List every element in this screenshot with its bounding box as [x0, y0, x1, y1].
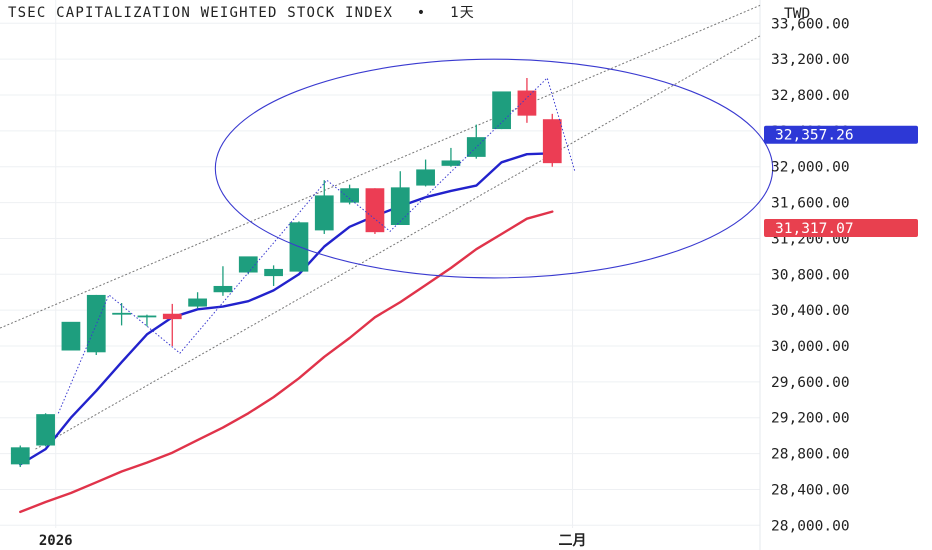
x-tick-label: 二月 [559, 533, 587, 549]
candle-body [10, 447, 30, 465]
y-tick-label: 28,400.00 [771, 482, 850, 498]
candle-body [492, 91, 511, 130]
candle-body [61, 321, 81, 351]
svg-text:TSEC CAPITALIZATION WEIGHTED S: TSEC CAPITALIZATION WEIGHTED STOCK INDEX… [8, 5, 475, 21]
candle [61, 321, 81, 351]
trend-line [0, 4, 761, 329]
y-tick-label: 29,200.00 [771, 411, 850, 427]
candle-body [416, 169, 435, 186]
price-badge: 32,357.26 [764, 125, 918, 144]
moving-average-line [19, 210, 554, 514]
candle-body [517, 90, 537, 116]
candle [238, 256, 258, 275]
y-tick-label: 33,600.00 [771, 16, 850, 32]
badge-label: 31,317.07 [775, 221, 854, 237]
y-tick-label: 32,800.00 [771, 88, 850, 104]
candle-body [213, 285, 233, 293]
candle-body [238, 256, 258, 273]
candle-body [188, 298, 207, 307]
candle-body [36, 414, 55, 446]
candle [112, 302, 131, 326]
candle-body [137, 315, 157, 318]
candle [390, 171, 410, 226]
candle [542, 113, 562, 167]
candle [188, 292, 207, 309]
chart-title: TSEC CAPITALIZATION WEIGHTED STOCK INDEX [8, 5, 393, 21]
y-tick-label: 32,000.00 [771, 160, 850, 176]
candle [365, 188, 385, 234]
x-tick-label: 2026 [39, 533, 73, 549]
candle [441, 147, 461, 167]
candle-body [441, 160, 461, 166]
y-axis: 33,600.0033,200.0032,800.0032,400.0032,0… [771, 16, 850, 534]
candle-body [86, 294, 106, 353]
moving-average-line [19, 152, 554, 466]
candle-body [112, 312, 131, 315]
candle-body [466, 137, 486, 157]
badge-label: 32,357.26 [775, 128, 854, 144]
title-dot: • [417, 5, 427, 21]
candle-body [365, 188, 385, 233]
candle [314, 180, 334, 234]
candle [162, 303, 182, 347]
highlight-ellipse [214, 58, 774, 279]
candles [10, 77, 562, 468]
candle [264, 265, 283, 286]
badge-background [764, 125, 918, 144]
candle [137, 314, 157, 327]
candle [10, 445, 30, 468]
x-axis: 2026 二月 [39, 533, 587, 549]
y-tick-label: 30,400.00 [771, 303, 850, 319]
interval-label[interactable]: 1天 [450, 5, 475, 21]
candle [416, 159, 435, 187]
candle-body [314, 195, 334, 231]
y-tick-label: 28,000.00 [771, 518, 850, 534]
candle-body [162, 313, 182, 320]
y-tick-label: 28,800.00 [771, 447, 850, 463]
candle-body [542, 119, 562, 164]
moving-averages [19, 152, 554, 514]
candle-body [264, 268, 283, 277]
candle [340, 184, 359, 205]
grid-lines [0, 0, 761, 550]
candle [517, 77, 537, 123]
y-tick-label: 30,800.00 [771, 267, 850, 283]
candle [492, 91, 511, 130]
drawing-overlay [57, 58, 774, 414]
y-tick-label: 31,600.00 [771, 196, 850, 212]
trend-line [35, 35, 761, 450]
y-tick-label: 30,000.00 [771, 339, 850, 355]
candle [466, 124, 486, 159]
y-tick-label: 33,200.00 [771, 52, 850, 68]
candle [36, 413, 55, 447]
candle-body [390, 187, 410, 226]
candle [213, 266, 233, 296]
badge-background [764, 218, 918, 237]
price-badges: 32,357.26 31,317.07 [764, 125, 918, 237]
candle-body [340, 188, 359, 203]
candle [86, 294, 106, 355]
currency-label: TWD [784, 6, 810, 22]
y-tick-label: 29,600.00 [771, 375, 850, 391]
price-badge: 31,317.07 [764, 218, 918, 237]
trend-lines [0, 4, 761, 450]
